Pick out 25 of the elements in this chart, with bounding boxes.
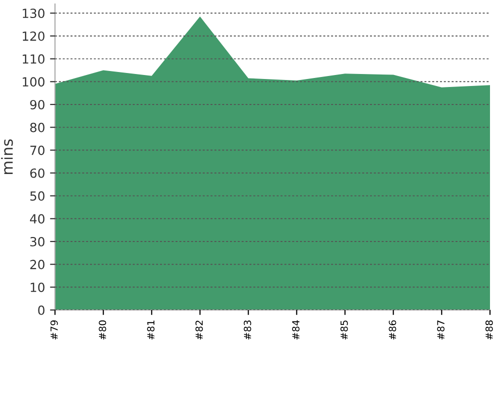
y-tick-label: 60 (30, 168, 44, 178)
x-tick-label: #84 (292, 320, 300, 340)
y-tick-label: 100 (22, 77, 44, 87)
y-tick-label: 110 (22, 54, 44, 64)
y-tick-label: 90 (30, 100, 44, 110)
x-tick-label: #87 (437, 320, 444, 340)
x-tick-label: #81 (147, 320, 154, 340)
x-tick-label: #79 (50, 320, 58, 340)
y-tick-label: 40 (30, 214, 44, 224)
y-axis-title: mins (1, 139, 13, 174)
x-tick-label: #88 (485, 320, 493, 340)
x-tick-label: #86 (388, 320, 396, 340)
x-tick-label: #80 (98, 320, 106, 340)
x-tick-label: #83 (244, 320, 252, 340)
x-tick-label: #82 (195, 320, 203, 340)
x-tick-label: #85 (340, 320, 348, 340)
y-tick-label: 50 (30, 191, 44, 201)
y-tick-label: 20 (30, 260, 44, 270)
y-tick-label: 80 (30, 122, 44, 132)
y-tick-label: 10 (30, 282, 44, 292)
y-tick-label: 70 (30, 146, 44, 156)
y-tick-label: 30 (30, 236, 44, 246)
y-tick-label: 0 (38, 305, 44, 315)
y-tick-label: 120 (22, 31, 44, 41)
y-tick-label: 130 (22, 8, 44, 18)
